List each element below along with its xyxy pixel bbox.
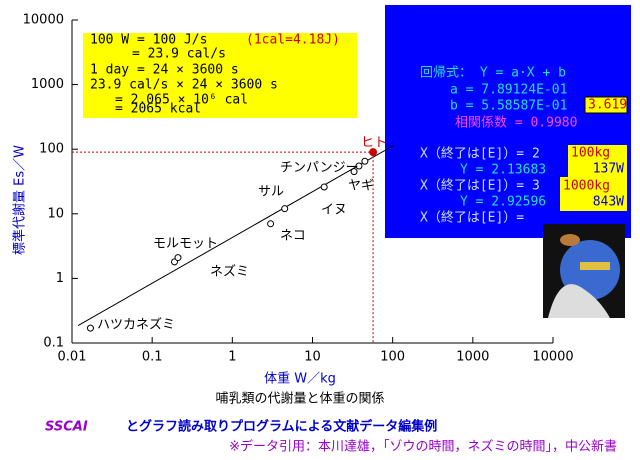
info-line: = 2.065 × 10⁶ cal [115,93,248,108]
result-box [560,177,627,211]
info-box [83,33,357,118]
y-axis-label: 標準代謝量 Es／W [12,145,28,255]
y-tick-label: 100 [39,142,64,157]
highlight-box [584,96,628,114]
caption: 哺乳類の代謝量と体重の関係 [215,391,384,407]
footer-title: とグラフ読み取りプログラムによる文献データ編集例 [126,419,437,435]
x-tick-label: 100 [380,350,405,365]
panel-result: 843W [593,195,624,210]
point [86,324,94,332]
point [355,162,363,170]
animal [560,234,580,246]
info-line: 23.9 cal/s × 24 × 3600 s [90,78,278,93]
panel-query: X（終了は[E]）= [420,210,524,226]
panel-b: b = 5.58587E-01 [450,99,567,114]
elephant [548,284,610,318]
point [281,205,289,213]
point [369,148,378,157]
point-label: ネコ [280,229,306,244]
panel-query: Y = 2.92596 [460,195,546,210]
point-label: イヌ [321,203,347,218]
point-label: ヒト [361,136,387,151]
point-label: モルモット [153,237,218,252]
info-line: = 2065 kcal [115,102,201,117]
point-label: チンパンジー [280,161,359,176]
info-line: 1 day = 24 × 3600 s [90,63,239,78]
y-tick-label: 10000 [23,13,64,28]
y-tick-label: 10 [47,206,64,221]
panel-result: 1000kg [563,179,610,194]
x-tick-label: 0.1 [142,350,163,365]
point [361,157,369,165]
point [267,220,275,228]
y-tick-label: 1000 [31,77,64,92]
footer-source: ※データ引用：本川達雄，「ゾウの時間，ネズミの時間」，中公新書 [229,439,617,455]
panel-correlation: 相関係数 = 0.9980 [455,116,577,131]
point [174,254,182,262]
panel-query: Y = 2.13683 [460,163,546,178]
x-tick-label: 10000 [532,350,573,365]
point-label: ヤギ [348,179,374,194]
fit-line [77,145,394,326]
panel-result: 137W [593,162,624,177]
panel-query: X（終了は[E]）= 3 [420,178,540,194]
x-tick-label: 1 [228,350,236,365]
x-axis-label: 体重 W／kg [264,371,336,387]
panel-result: 100kg [571,146,610,161]
x-tick-label: 1000 [456,350,489,365]
point-label: ネズミ [210,264,249,280]
point [320,183,328,191]
panel-formula: 回帰式： Y = a·X + b [420,65,566,81]
x-tick-label: 10 [304,350,321,365]
point [350,168,358,176]
panel-a: a = 7.89124E-01 [450,83,567,98]
book-title [580,262,610,270]
point-label: サル [258,185,284,200]
result-box [568,145,627,178]
panel-highlight: 3.619 [588,98,627,113]
info-line: = 23.9 cal/s [132,47,226,62]
x-tick-label: 0.01 [58,350,87,365]
y-tick-label: 1 [56,271,64,286]
info-line: (1cal=4.18J) [246,33,340,48]
point-label: ハツカネズミ [97,317,175,333]
footer-brand: SSCAI [45,420,88,435]
book-cover [543,224,625,318]
info-line: 100 W = 100 J/s [90,33,207,48]
y-tick-label: 0.1 [43,336,64,351]
panel-query: X（終了は[E]）= 2 [420,146,540,162]
